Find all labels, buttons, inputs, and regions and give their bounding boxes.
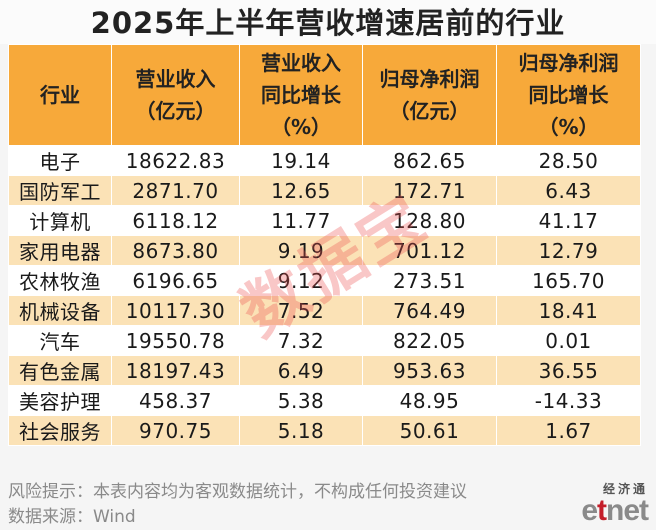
value-cell: 2871.70 (111, 175, 240, 206)
value-cell: 9.19 (239, 235, 363, 266)
industry-cell: 电子 (8, 145, 112, 176)
value-cell: 18197.43 (111, 355, 240, 386)
column-header-0: 行业 (8, 44, 112, 146)
value-cell: 12.65 (239, 175, 363, 206)
value-cell: 165.70 (496, 265, 641, 296)
column-header-2: 营业收入同比增长 （%） (239, 44, 363, 146)
table-row: 电子 18622.83 19.14 862.65 28.50 (8, 145, 641, 176)
table-row: 家用电器 8673.80 9.19 701.12 12.79 (8, 235, 641, 266)
value-cell: 6196.65 (111, 265, 240, 296)
industry-cell: 国防军工 (8, 175, 112, 206)
column-header-1: 营业收入 （亿元） (111, 44, 240, 146)
value-cell: 5.18 (239, 415, 363, 446)
industry-table: 行业 营业收入 （亿元） 营业收入同比增长 （%） 归母净利润 （亿元） 归母净利润同比增长 （… (8, 44, 641, 446)
value-cell: 701.12 (362, 235, 497, 266)
value-cell: 7.32 (239, 325, 363, 356)
table-row: 汽车 19550.78 7.32 822.05 0.01 (8, 325, 641, 356)
value-cell: 19.14 (239, 145, 363, 176)
value-cell: 19550.78 (111, 325, 240, 356)
footer: 风险提示：本表内容均为客观数据统计，不构成任何投资建议 数据来源：Wind (8, 480, 568, 530)
industry-cell: 美容护理 (8, 385, 112, 416)
value-cell: 11.77 (239, 205, 363, 236)
table-row: 农林牧渔 6196.65 9.12 273.51 165.70 (8, 265, 641, 296)
header-row: 行业 营业收入 （亿元） 营业收入同比增长 （%） 归母净利润 （亿元） 归母净利润同比增长 （… (8, 44, 641, 146)
value-cell: 6.43 (496, 175, 641, 206)
value-cell: 18.41 (496, 295, 641, 326)
column-header-line: 同比增长 (528, 83, 609, 107)
value-cell: 5.38 (239, 385, 363, 416)
value-cell: 10117.30 (111, 295, 240, 326)
value-cell: 822.05 (362, 325, 497, 356)
value-cell: 9.12 (239, 265, 363, 296)
column-header-line: 归母净利润 (518, 51, 619, 75)
table-row: 有色金属 18197.43 6.49 953.63 36.55 (8, 355, 641, 386)
value-cell: 36.55 (496, 355, 641, 386)
table-row: 机械设备 10117.30 7.52 764.49 18.41 (8, 295, 641, 326)
value-cell: 48.95 (362, 385, 497, 416)
table-body: 电子 18622.83 19.14 862.65 28.50 国防军工 2871.70 12.… (8, 145, 641, 446)
risk-note: 风险提示：本表内容均为客观数据统计，不构成任何投资建议 (8, 482, 467, 502)
industry-cell: 汽车 (8, 325, 112, 356)
column-header-line: （%） (270, 115, 332, 139)
value-cell: 0.01 (496, 325, 641, 356)
data-table-container: 行业 营业收入 （亿元） 营业收入同比增长 （%） 归母净利润 （亿元） 归母净利润同比增长 （… (8, 44, 641, 476)
value-cell: 1.67 (496, 415, 641, 446)
industry-cell: 家用电器 (8, 235, 112, 266)
value-cell: 28.50 (496, 145, 641, 176)
column-header-line: 行业 (40, 83, 80, 107)
page-title: 2025年上半年营收增速居前的行业 (0, 0, 656, 44)
value-cell: 953.63 (362, 355, 497, 386)
value-cell: 970.75 (111, 415, 240, 446)
table-row: 美容护理 458.37 5.38 48.95 -14.33 (8, 385, 641, 416)
value-cell: 862.65 (362, 145, 497, 176)
table-row: 国防军工 2871.70 12.65 172.71 6.43 (8, 175, 641, 206)
column-header-3: 归母净利润 （亿元） (362, 44, 497, 146)
column-header-line: 同比增长 (261, 83, 341, 107)
value-cell: -14.33 (496, 385, 641, 416)
value-cell: 6118.12 (111, 205, 240, 236)
column-header-line: （%） (538, 115, 599, 139)
brand-en-name: etnet (581, 494, 649, 527)
column-header-line: （亿元） (389, 99, 470, 123)
industry-cell: 有色金属 (8, 355, 112, 386)
brand-cn-name: 经济通 (602, 482, 648, 496)
industry-cell: 农林牧渔 (8, 265, 112, 296)
column-header-line: （亿元） (135, 99, 216, 123)
value-cell: 7.52 (239, 295, 363, 326)
table-row: 社会服务 970.75 5.18 50.61 1.67 (8, 415, 641, 446)
value-cell: 764.49 (362, 295, 497, 326)
value-cell: 6.49 (239, 355, 363, 386)
column-header-line: 营业收入 (261, 51, 341, 75)
value-cell: 12.79 (496, 235, 641, 266)
table-header: 行业 营业收入 （亿元） 营业收入同比增长 （%） 归母净利润 （亿元） 归母净利润同比增长 （… (8, 44, 641, 146)
industry-cell: 计算机 (8, 205, 112, 236)
value-cell: 458.37 (111, 385, 240, 416)
brand-logo: 经济通 etnet (558, 482, 649, 527)
value-cell: 41.17 (496, 205, 641, 236)
column-header-4: 归母净利润同比增长 （%） (496, 44, 641, 146)
value-cell: 273.51 (362, 265, 497, 296)
value-cell: 172.71 (362, 175, 497, 206)
industry-cell: 社会服务 (8, 415, 112, 446)
data-source: 数据来源：Wind (8, 507, 136, 527)
value-cell: 50.61 (362, 415, 497, 446)
table-row: 计算机 6118.12 11.77 128.80 41.17 (8, 205, 641, 236)
column-header-line: 归母净利润 (379, 67, 480, 91)
industry-cell: 机械设备 (8, 295, 112, 326)
column-header-line: 营业收入 (135, 67, 216, 91)
value-cell: 18622.83 (111, 145, 240, 176)
value-cell: 8673.80 (111, 235, 240, 266)
value-cell: 128.80 (362, 205, 497, 236)
